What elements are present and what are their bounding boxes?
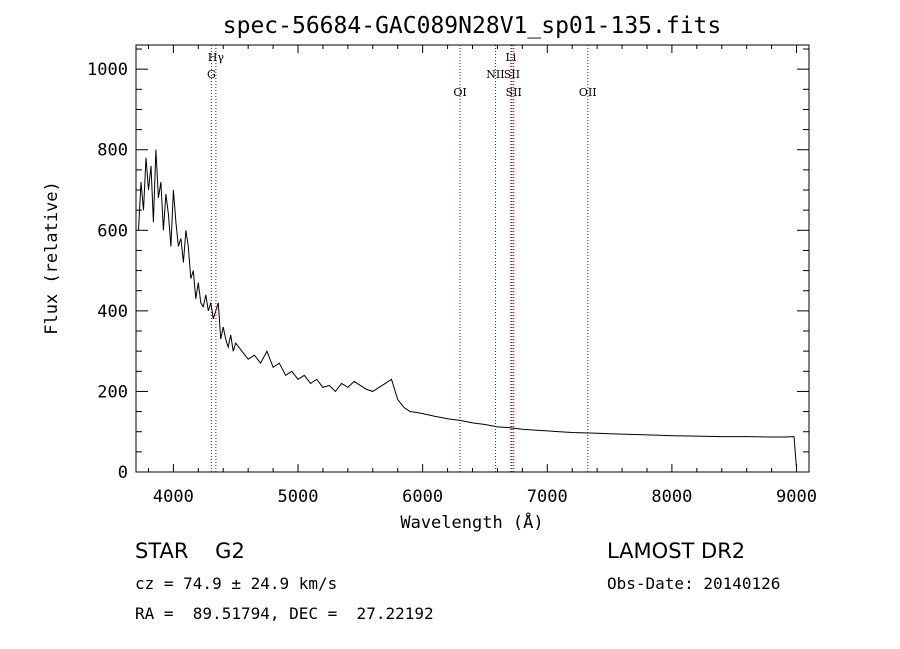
y-axis-ticks: 0 200 400 600 800 1000 <box>87 48 809 483</box>
y-axis-label: Flux (relative) <box>42 181 62 335</box>
x-tick-label: 9000 <box>776 487 817 507</box>
spectrum-series-line <box>138 149 797 469</box>
survey-name: LAMOST DR2 <box>607 539 746 563</box>
coordinates: RA = 89.51794, DEC = 27.22192 <box>135 604 434 623</box>
y-tick-label: 0 <box>118 463 128 483</box>
observation-date: Obs-Date: 20140126 <box>607 574 781 593</box>
x-axis-ticks: 4000 5000 6000 7000 8000 9000 <box>147 45 817 507</box>
y-tick-label: 600 <box>97 221 128 241</box>
plot-frame <box>135 44 810 473</box>
spectral-line-label: OI <box>453 86 466 99</box>
spectral-line-label: Hγ <box>208 51 225 64</box>
spectral-line-label: Li <box>505 51 516 64</box>
y-tick-label: 400 <box>97 302 128 322</box>
x-tick-label: 5000 <box>278 487 319 507</box>
y-tick-label: 1000 <box>87 60 128 80</box>
spectral-line-label: G <box>207 68 216 81</box>
object-class: STAR G2 <box>135 539 245 563</box>
spectral-line-label: SII <box>504 68 520 81</box>
spectral-line-label: OII <box>579 86 597 99</box>
x-tick-label: 6000 <box>402 487 443 507</box>
redshift-velocity: cz = 74.9 ± 24.9 km/s <box>135 574 338 593</box>
x-tick-label: 4000 <box>153 487 194 507</box>
spectral-line-label: NII <box>486 68 504 81</box>
y-tick-label: 800 <box>97 141 128 161</box>
y-tick-label: 200 <box>97 382 128 402</box>
chart-title: spec-56684-GAC089N28V1_sp01-135.fits <box>223 13 722 39</box>
spectral-line-label: SII <box>506 86 522 99</box>
x-tick-label: 8000 <box>651 487 692 507</box>
x-tick-label: 7000 <box>527 487 568 507</box>
x-axis-label: Wavelength (Å) <box>400 511 543 533</box>
